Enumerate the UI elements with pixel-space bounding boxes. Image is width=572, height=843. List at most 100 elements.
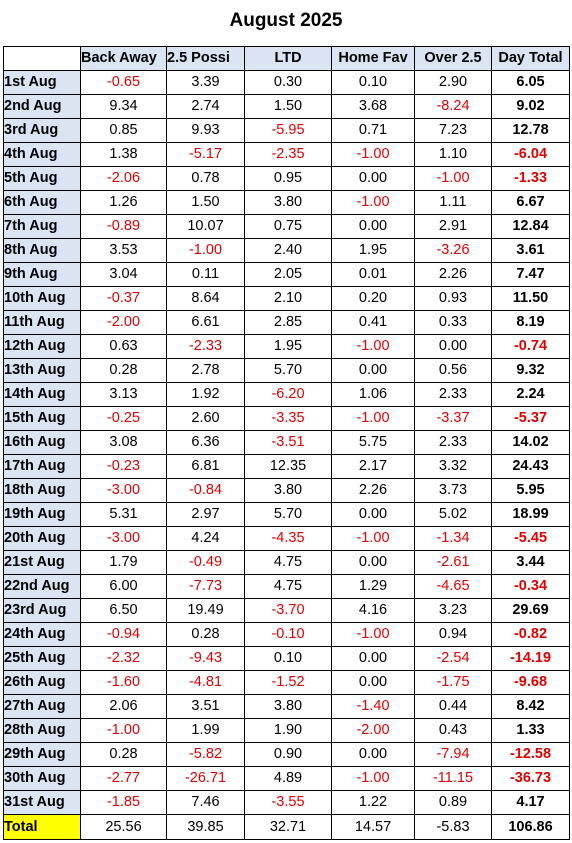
day-total-cell[interactable]: 29.69 bbox=[491, 598, 570, 623]
value-cell[interactable]: 1.22 bbox=[331, 790, 415, 815]
value-cell[interactable]: -1.60 bbox=[80, 670, 167, 695]
value-cell[interactable]: 1.10 bbox=[414, 142, 492, 167]
value-cell[interactable]: 2.05 bbox=[244, 262, 332, 287]
value-cell[interactable]: -3.70 bbox=[244, 598, 332, 623]
value-cell[interactable]: 9.34 bbox=[80, 94, 167, 119]
value-cell[interactable]: 19.49 bbox=[166, 598, 245, 623]
value-cell[interactable]: 1.90 bbox=[244, 718, 332, 743]
day-total-cell[interactable]: -5.45 bbox=[491, 526, 570, 551]
corner-cell[interactable] bbox=[3, 46, 81, 71]
day-total-cell[interactable]: -6.04 bbox=[491, 142, 570, 167]
value-cell[interactable]: 0.89 bbox=[414, 790, 492, 815]
day-total-cell[interactable]: 5.95 bbox=[491, 478, 570, 503]
day-total-cell[interactable]: 3.44 bbox=[491, 550, 570, 575]
date-cell[interactable]: 27th Aug bbox=[3, 694, 81, 719]
value-cell[interactable]: 0.00 bbox=[331, 502, 415, 527]
value-cell[interactable]: -7.73 bbox=[166, 574, 245, 599]
date-cell[interactable]: 19th Aug bbox=[3, 502, 81, 527]
value-cell[interactable]: -0.89 bbox=[80, 214, 167, 239]
value-cell[interactable]: 0.75 bbox=[244, 214, 332, 239]
day-total-cell[interactable]: 9.32 bbox=[491, 358, 570, 383]
value-cell[interactable]: 2.33 bbox=[414, 430, 492, 455]
value-cell[interactable]: 1.99 bbox=[166, 718, 245, 743]
value-cell[interactable]: 9.93 bbox=[166, 118, 245, 143]
day-total-cell[interactable]: 14.02 bbox=[491, 430, 570, 455]
day-total-cell[interactable]: -9.68 bbox=[491, 670, 570, 695]
value-cell[interactable]: 0.90 bbox=[244, 742, 332, 767]
value-cell[interactable]: 2.90 bbox=[414, 70, 492, 95]
total-value-cell[interactable]: 32.71 bbox=[244, 814, 332, 840]
value-cell[interactable]: -7.94 bbox=[414, 742, 492, 767]
value-cell[interactable]: -9.43 bbox=[166, 646, 245, 671]
date-cell[interactable]: 26th Aug bbox=[3, 670, 81, 695]
value-cell[interactable]: -1.00 bbox=[166, 238, 245, 263]
value-cell[interactable]: -3.55 bbox=[244, 790, 332, 815]
value-cell[interactable]: -3.26 bbox=[414, 238, 492, 263]
value-cell[interactable]: 1.95 bbox=[331, 238, 415, 263]
value-cell[interactable]: 0.94 bbox=[414, 622, 492, 647]
value-cell[interactable]: 0.28 bbox=[80, 742, 167, 767]
day-total-cell[interactable]: 6.67 bbox=[491, 190, 570, 215]
value-cell[interactable]: 0.00 bbox=[331, 550, 415, 575]
value-cell[interactable]: 3.51 bbox=[166, 694, 245, 719]
value-cell[interactable]: 5.70 bbox=[244, 502, 332, 527]
value-cell[interactable]: -4.81 bbox=[166, 670, 245, 695]
day-total-cell[interactable]: -1.33 bbox=[491, 166, 570, 191]
day-total-cell[interactable]: 12.78 bbox=[491, 118, 570, 143]
value-cell[interactable]: -0.84 bbox=[166, 478, 245, 503]
value-cell[interactable]: -5.82 bbox=[166, 742, 245, 767]
date-cell[interactable]: 14th Aug bbox=[3, 382, 81, 407]
value-cell[interactable]: 8.64 bbox=[166, 286, 245, 311]
value-cell[interactable]: -4.35 bbox=[244, 526, 332, 551]
value-cell[interactable]: 2.06 bbox=[80, 694, 167, 719]
day-total-cell[interactable]: -0.34 bbox=[491, 574, 570, 599]
date-cell[interactable]: 23rd Aug bbox=[3, 598, 81, 623]
value-cell[interactable]: 0.00 bbox=[414, 334, 492, 359]
value-cell[interactable]: 12.35 bbox=[244, 454, 332, 479]
value-cell[interactable]: 5.75 bbox=[331, 430, 415, 455]
value-cell[interactable]: 3.68 bbox=[331, 94, 415, 119]
value-cell[interactable]: 0.30 bbox=[244, 70, 332, 95]
date-cell[interactable]: 15th Aug bbox=[3, 406, 81, 431]
value-cell[interactable]: -1.00 bbox=[331, 334, 415, 359]
column-header[interactable]: Over 2.5 bbox=[414, 46, 492, 71]
value-cell[interactable]: 0.95 bbox=[244, 166, 332, 191]
value-cell[interactable]: 6.61 bbox=[166, 310, 245, 335]
date-cell[interactable]: 7th Aug bbox=[3, 214, 81, 239]
total-value-cell[interactable]: 39.85 bbox=[166, 814, 245, 840]
value-cell[interactable]: -1.34 bbox=[414, 526, 492, 551]
value-cell[interactable]: 0.20 bbox=[331, 286, 415, 311]
value-cell[interactable]: -3.37 bbox=[414, 406, 492, 431]
date-cell[interactable]: 9th Aug bbox=[3, 262, 81, 287]
value-cell[interactable]: -6.20 bbox=[244, 382, 332, 407]
value-cell[interactable]: 3.04 bbox=[80, 262, 167, 287]
value-cell[interactable]: -1.00 bbox=[331, 526, 415, 551]
date-cell[interactable]: 22nd Aug bbox=[3, 574, 81, 599]
value-cell[interactable]: 1.26 bbox=[80, 190, 167, 215]
date-cell[interactable]: 1st Aug bbox=[3, 70, 81, 95]
date-cell[interactable]: 31st Aug bbox=[3, 790, 81, 815]
value-cell[interactable]: -1.00 bbox=[331, 406, 415, 431]
date-cell[interactable]: 16th Aug bbox=[3, 430, 81, 455]
value-cell[interactable]: -0.49 bbox=[166, 550, 245, 575]
day-total-cell[interactable]: -36.73 bbox=[491, 766, 570, 791]
value-cell[interactable]: -1.00 bbox=[331, 766, 415, 791]
value-cell[interactable]: -4.65 bbox=[414, 574, 492, 599]
value-cell[interactable]: -1.00 bbox=[331, 142, 415, 167]
value-cell[interactable]: -2.54 bbox=[414, 646, 492, 671]
value-cell[interactable]: 4.75 bbox=[244, 574, 332, 599]
value-cell[interactable]: -2.33 bbox=[166, 334, 245, 359]
value-cell[interactable]: 0.93 bbox=[414, 286, 492, 311]
value-cell[interactable]: -3.00 bbox=[80, 478, 167, 503]
value-cell[interactable]: 1.92 bbox=[166, 382, 245, 407]
value-cell[interactable]: 0.33 bbox=[414, 310, 492, 335]
value-cell[interactable]: -2.61 bbox=[414, 550, 492, 575]
value-cell[interactable]: -0.37 bbox=[80, 286, 167, 311]
value-cell[interactable]: -5.95 bbox=[244, 118, 332, 143]
value-cell[interactable]: -2.06 bbox=[80, 166, 167, 191]
date-cell[interactable]: 4th Aug bbox=[3, 142, 81, 167]
day-total-cell[interactable]: 7.47 bbox=[491, 262, 570, 287]
value-cell[interactable]: -0.65 bbox=[80, 70, 167, 95]
date-cell[interactable]: 10th Aug bbox=[3, 286, 81, 311]
date-cell[interactable]: 25th Aug bbox=[3, 646, 81, 671]
